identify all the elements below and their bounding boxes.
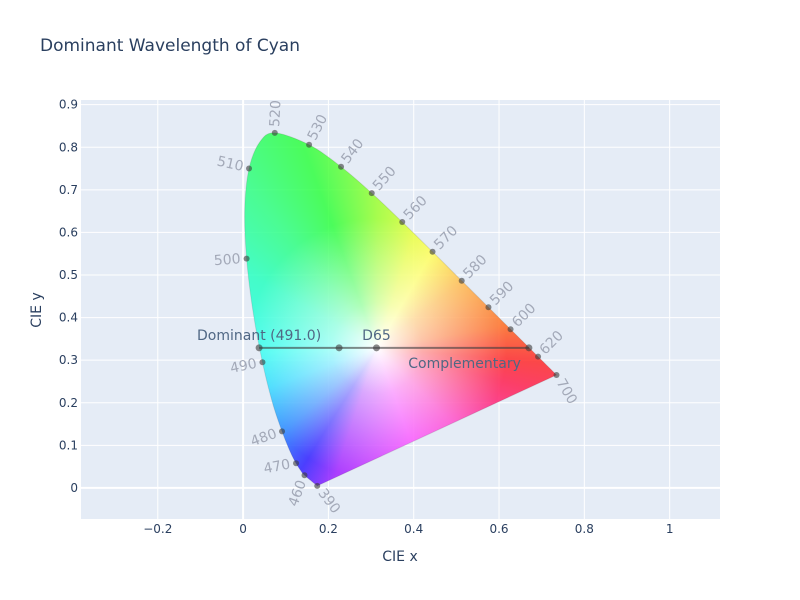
y-tick-label: 0.4 (59, 311, 78, 325)
wavelength-marker-560 (399, 218, 406, 225)
wavelength-marker-550 (368, 190, 375, 197)
y-tick-label: 0.2 (59, 396, 78, 410)
wavelength-label-500: 500 (213, 251, 241, 269)
wavelength-marker-580 (458, 277, 465, 284)
wavelength-label-510: 510 (215, 154, 245, 175)
x-tick-label: 0.6 (489, 522, 508, 536)
wavelength-marker-570 (429, 248, 436, 255)
line-point-marker (525, 344, 533, 352)
wavelength-marker-460 (301, 472, 308, 479)
line-point-marker (372, 344, 380, 352)
wavelength-marker-590 (485, 304, 492, 311)
wavelength-marker-540 (338, 163, 345, 170)
wavelength-marker-520 (271, 129, 278, 136)
wavelength-marker-620 (535, 353, 542, 360)
line-point-marker (335, 344, 343, 352)
wavelength-marker-490 (259, 359, 266, 366)
x-tick-label: 0.4 (404, 522, 423, 536)
wavelength-label-490: 490 (229, 356, 258, 377)
point-label: D65 (362, 328, 391, 344)
y-axis-title: CIE y (29, 292, 45, 328)
point-label: Dominant (491.0) (197, 328, 321, 344)
wavelength-label-520: 520 (267, 100, 284, 128)
wavelength-marker-600 (507, 326, 514, 333)
x-tick-label: −0.2 (143, 522, 172, 536)
wavelength-marker-470 (293, 460, 300, 467)
y-tick-label: 0.8 (59, 140, 78, 154)
wavelength-marker-700 (553, 371, 560, 378)
y-tick-label: 0.3 (59, 353, 78, 367)
y-tick-label: 0.7 (59, 183, 78, 197)
y-tick-label: 0.9 (59, 98, 78, 112)
chart-title: Dominant Wavelength of Cyan (40, 36, 300, 56)
point-label: Complementary (408, 356, 521, 372)
y-axis-ticks: 0 0.1 0.2 0.3 0.4 0.5 0.6 0.7 0.8 0.9 (59, 98, 78, 495)
x-tick-label: 0 (239, 522, 247, 536)
x-tick-label: 0.2 (319, 522, 338, 536)
y-tick-label: 0.6 (59, 225, 78, 239)
y-tick-label: 0.5 (59, 268, 78, 282)
wavelength-marker-390 (314, 482, 321, 489)
wavelength-label-470: 470 (262, 457, 291, 478)
wavelength-marker-480 (279, 428, 286, 435)
x-axis-title: CIE x (382, 549, 418, 565)
wavelength-marker-500 (243, 255, 250, 262)
dominant-wavelength-line (255, 344, 533, 352)
x-axis-ticks: −0.2 0 0.2 0.4 0.6 0.8 1 (143, 522, 673, 536)
y-tick-label: 0 (70, 481, 78, 495)
wavelength-marker-530 (306, 141, 313, 148)
x-tick-label: 0.8 (575, 522, 594, 536)
x-tick-label: 1 (666, 522, 674, 536)
wavelength-marker-510 (246, 165, 253, 172)
point-annotations: Dominant (491.0) D65 Complementary (197, 328, 521, 372)
spectral-locus-markers (243, 129, 560, 489)
spectral-locus-outline (244, 132, 558, 487)
line-point-marker (255, 344, 263, 352)
y-tick-label: 0.1 (59, 438, 78, 452)
